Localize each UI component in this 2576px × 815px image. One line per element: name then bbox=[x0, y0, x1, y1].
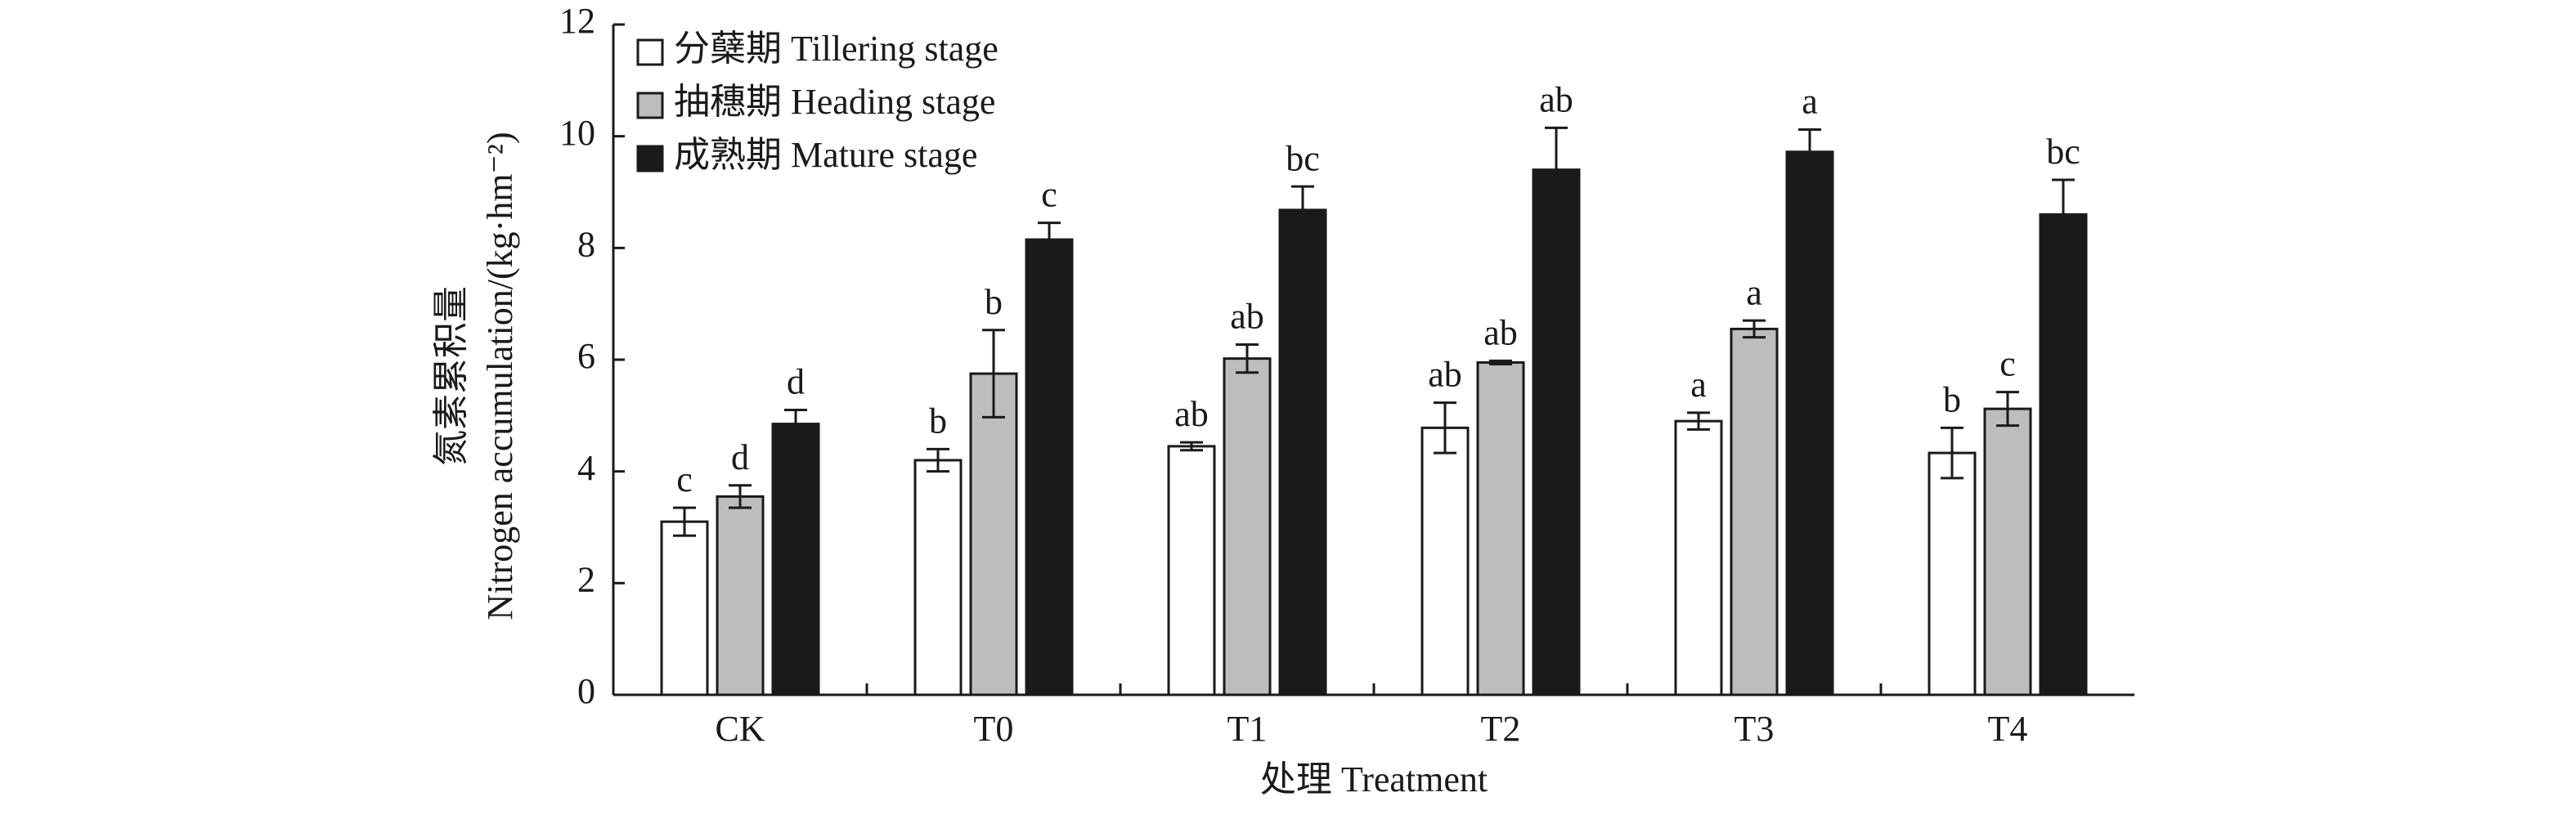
bar bbox=[1785, 150, 1834, 696]
x-axis-title: 处理 Treatment bbox=[1260, 759, 1488, 799]
bar bbox=[913, 459, 963, 696]
significance-letter: b bbox=[1943, 379, 1961, 419]
bar bbox=[1928, 451, 1977, 696]
legend-swatch bbox=[636, 145, 664, 172]
x-tick-label: T3 bbox=[1735, 709, 1775, 749]
significance-letter: c bbox=[1041, 175, 1057, 215]
significance-letter: d bbox=[787, 362, 805, 402]
y-tick-label: 0 bbox=[577, 671, 595, 711]
bar bbox=[1278, 208, 1327, 696]
bar bbox=[1674, 419, 1723, 696]
significance-letter: bc bbox=[2046, 132, 2080, 172]
y-tick-label: 8 bbox=[577, 224, 595, 264]
significance-letter: a bbox=[1802, 82, 1818, 122]
x-tick-label: T0 bbox=[974, 709, 1014, 749]
x-tick-label: T2 bbox=[1481, 709, 1521, 749]
legend-label: 成熟期 Mature stage bbox=[674, 135, 977, 175]
legend-label: 抽穗期 Heading stage bbox=[674, 82, 995, 122]
bar bbox=[1983, 407, 2032, 696]
x-tick-label: T1 bbox=[1227, 709, 1268, 749]
significance-letter: b bbox=[985, 282, 1003, 322]
significance-letter: d bbox=[731, 437, 749, 477]
y-tick-label: 10 bbox=[559, 113, 595, 153]
significance-letter: bc bbox=[1286, 138, 1320, 178]
y-tick-label: 12 bbox=[559, 1, 595, 41]
bar bbox=[1532, 168, 1581, 696]
bar bbox=[1730, 327, 1779, 696]
legend-swatch bbox=[636, 38, 664, 66]
bar bbox=[1476, 360, 1525, 696]
significance-letter: c bbox=[676, 459, 693, 499]
significance-letter: ab bbox=[1174, 394, 1209, 434]
significance-letter: ab bbox=[1428, 355, 1462, 395]
bar bbox=[969, 372, 1018, 696]
x-tick-label: CK bbox=[715, 709, 765, 749]
significance-letter: c bbox=[1999, 344, 2016, 384]
y-tick-label: 2 bbox=[577, 559, 595, 599]
bar bbox=[716, 495, 765, 696]
significance-letter: a bbox=[1746, 272, 1762, 312]
significance-letter: a bbox=[1690, 365, 1707, 405]
bar bbox=[1420, 426, 1470, 696]
bar bbox=[660, 520, 709, 696]
bar bbox=[2039, 213, 2088, 696]
bar bbox=[1223, 357, 1272, 696]
y-tick-label: 4 bbox=[577, 448, 595, 488]
legend-label: 分蘖期 Tillering stage bbox=[674, 29, 999, 69]
bar bbox=[771, 423, 820, 696]
significance-letter: ab bbox=[1483, 312, 1518, 352]
y-tick-label: 6 bbox=[577, 336, 595, 376]
x-tick-label: T4 bbox=[1988, 709, 2028, 749]
y-axis-title: 氮素累积量 bbox=[431, 286, 471, 466]
legend-swatch bbox=[636, 92, 664, 119]
significance-letter: b bbox=[929, 401, 947, 441]
significance-letter: ab bbox=[1230, 297, 1264, 337]
bar bbox=[1025, 238, 1074, 696]
significance-letter: ab bbox=[1539, 80, 1573, 120]
bar bbox=[1167, 445, 1216, 696]
y-axis-title: Nitrogen accumulation/(kg·hm⁻²) bbox=[480, 132, 520, 620]
